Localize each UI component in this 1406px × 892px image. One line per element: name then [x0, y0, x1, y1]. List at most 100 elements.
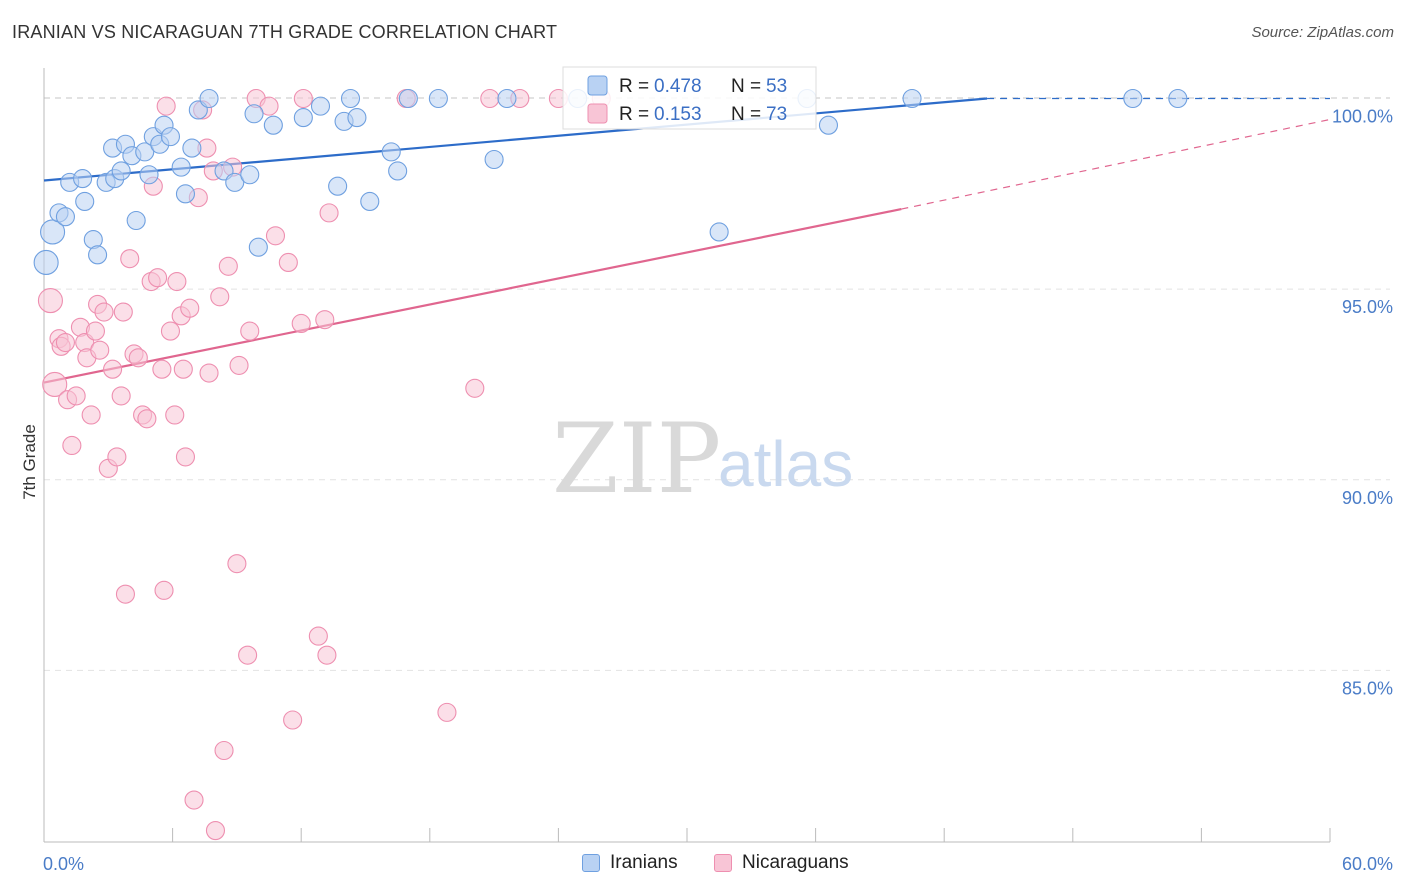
point-iranians [293, 108, 313, 128]
correlation-legend: R = 0.478 N = 53 R = 0.153 N = 73 [562, 66, 817, 130]
legend-label-iranians: Iranians [610, 852, 678, 873]
legend-n-value: 53 [766, 76, 787, 97]
point-iranians [199, 88, 219, 109]
point-iranians [388, 161, 408, 181]
x-tick-label: 0.0% [43, 854, 84, 874]
point-nicaraguans [199, 363, 219, 383]
point-iranians [244, 104, 264, 124]
point-iranians [55, 207, 75, 227]
point-iranians [709, 222, 729, 242]
legend-n-label: N = [731, 104, 761, 125]
legend-r-label: R = [619, 104, 649, 125]
series-nicaraguans [37, 88, 611, 841]
point-iranians [225, 172, 245, 192]
point-nicaraguans [229, 355, 249, 375]
legend-label-nicaraguans: Nicaraguans [742, 852, 849, 873]
point-nicaraguans [62, 435, 82, 456]
point-nicaraguans [111, 386, 131, 406]
legend-swatch [587, 75, 608, 96]
point-nicaraguans [42, 371, 68, 398]
legend-n-label: N = [731, 76, 761, 97]
point-iranians [88, 245, 108, 265]
point-nicaraguans [214, 740, 234, 761]
trend-lines [43, 97, 1331, 384]
trend-extension-nicaraguans [901, 118, 1331, 210]
point-nicaraguans [173, 359, 193, 379]
point-iranians [902, 88, 922, 109]
legend-r-label: R = [619, 76, 649, 97]
legend-swatch-nicaraguans [714, 854, 732, 872]
point-nicaraguans [160, 321, 181, 341]
point-nicaraguans [152, 359, 172, 379]
data-points [33, 88, 1188, 841]
legend-item-nicaraguans[interactable]: Nicaraguans [714, 852, 849, 874]
legend-swatch-iranians [582, 854, 600, 872]
point-iranians [347, 108, 367, 128]
point-iranians [111, 161, 131, 181]
point-iranians [135, 142, 155, 162]
point-iranians [139, 165, 159, 185]
point-iranians [171, 157, 191, 177]
point-nicaraguans [283, 710, 303, 730]
point-nicaraguans [154, 580, 174, 600]
chart-title: IRANIAN VS NICARAGUAN 7TH GRADE CORRELAT… [12, 22, 558, 42]
point-iranians [175, 184, 196, 204]
watermark-atlas: atlas [718, 428, 853, 500]
point-iranians [126, 210, 146, 231]
legend-item-iranians[interactable]: Iranians [582, 852, 678, 874]
point-iranians [310, 96, 331, 116]
point-nicaraguans [308, 626, 328, 646]
point-iranians [328, 176, 348, 196]
point-nicaraguans [107, 447, 127, 467]
point-iranians [75, 191, 95, 211]
point-iranians [428, 88, 448, 109]
point-nicaraguans [55, 332, 75, 353]
y-tick-label: 85.0% [1342, 678, 1393, 698]
legend-n-value: 73 [766, 104, 787, 125]
point-nicaraguans [167, 271, 187, 292]
point-nicaraguans [437, 702, 457, 722]
point-nicaraguans [113, 302, 133, 322]
point-nicaraguans [103, 359, 123, 379]
point-nicaraguans [317, 645, 337, 665]
point-iranians [40, 219, 66, 245]
trend-line-nicaraguans [43, 207, 902, 384]
point-nicaraguans [265, 226, 286, 246]
point-iranians [1123, 88, 1143, 109]
watermark: ZIP atlas [552, 403, 853, 515]
point-nicaraguans [315, 310, 335, 330]
point-nicaraguans [137, 409, 157, 429]
point-nicaraguans [66, 386, 86, 406]
watermark-zip: ZIP [552, 403, 721, 515]
point-iranians [1168, 88, 1188, 109]
y-tick-label: 95.0% [1342, 297, 1393, 317]
point-nicaraguans [120, 249, 140, 269]
point-iranians [340, 88, 361, 109]
series-legend: Iranians Nicaraguans [0, 852, 1406, 878]
point-nicaraguans [240, 321, 260, 341]
x-tick-labels: 0.0% 60.0% [43, 854, 1393, 874]
y-tick-label: 100.0% [1332, 107, 1393, 127]
point-nicaraguans [156, 96, 176, 116]
point-iranians [240, 165, 260, 185]
point-iranians [33, 249, 59, 276]
point-nicaraguans [184, 790, 204, 810]
point-nicaraguans [465, 378, 485, 398]
point-iranians [497, 88, 517, 109]
point-nicaraguans [210, 287, 230, 307]
point-nicaraguans [291, 313, 311, 334]
trend-line-iranians [43, 97, 988, 182]
point-nicaraguans [148, 268, 168, 288]
point-iranians [160, 127, 181, 147]
point-nicaraguans [175, 447, 196, 467]
point-nicaraguans [205, 821, 226, 841]
point-nicaraguans [37, 288, 63, 314]
point-nicaraguans [319, 203, 339, 223]
y-axis-label: 7th Grade [20, 424, 39, 500]
point-iranians [182, 138, 202, 158]
x-tick-label: 60.0% [1342, 854, 1393, 874]
point-iranians [381, 142, 401, 162]
point-nicaraguans [227, 554, 247, 574]
chart-source: Source: ZipAtlas.com [1251, 24, 1394, 41]
